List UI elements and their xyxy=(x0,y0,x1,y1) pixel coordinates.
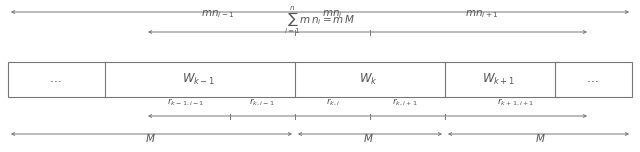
Text: $M$: $M$ xyxy=(534,132,545,144)
Text: $\ldots$: $\ldots$ xyxy=(586,73,598,85)
Text: $W_k$: $W_k$ xyxy=(358,71,378,86)
Text: $r_{k-1,i-1}$: $r_{k-1,i-1}$ xyxy=(167,97,205,108)
Text: $mn_{i-1}$: $mn_{i-1}$ xyxy=(201,8,235,20)
Text: $\ldots$: $\ldots$ xyxy=(49,73,61,85)
Text: $r_{k,i-1}$: $r_{k,i-1}$ xyxy=(249,97,275,108)
Text: $W_{k+1}$: $W_{k+1}$ xyxy=(481,71,515,86)
Bar xyxy=(8,62,632,97)
Text: $r_{k,i+1}$: $r_{k,i+1}$ xyxy=(392,97,418,108)
Text: $W_{k-1}$: $W_{k-1}$ xyxy=(182,71,214,86)
Text: $mn_{i+1}$: $mn_{i+1}$ xyxy=(465,8,499,20)
Text: $\sum_{i=1}^{n} m\, n_i = m\, M$: $\sum_{i=1}^{n} m\, n_i = m\, M$ xyxy=(284,4,356,36)
Text: $r_{k,i}$: $r_{k,i}$ xyxy=(326,97,340,108)
Text: $r_{k+1,i+1}$: $r_{k+1,i+1}$ xyxy=(497,97,534,108)
Text: $mn_i$: $mn_i$ xyxy=(322,8,342,20)
Text: $M$: $M$ xyxy=(363,132,373,144)
Text: $M$: $M$ xyxy=(145,132,156,144)
